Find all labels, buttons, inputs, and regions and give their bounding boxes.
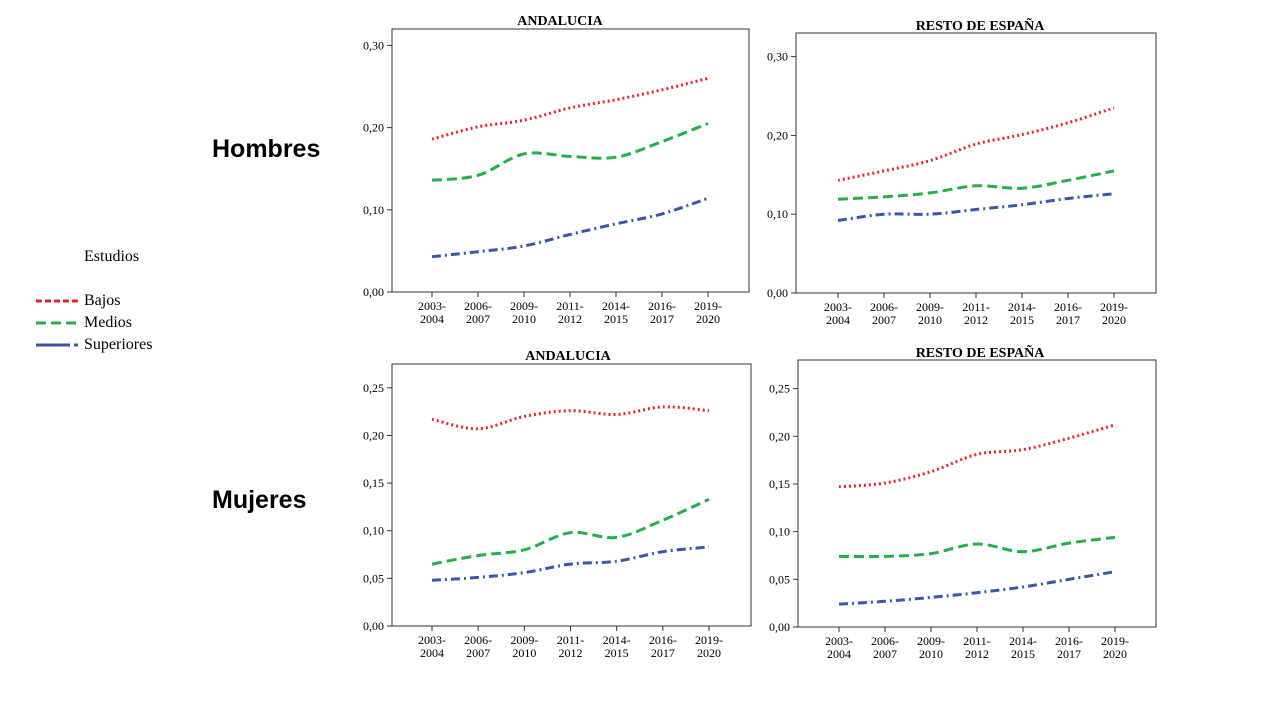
y-tick-label: 0,20 — [769, 429, 790, 443]
series-line-bajos — [431, 76, 709, 141]
x-tick-label: 2006-2007 — [464, 633, 492, 660]
series-line-medios — [837, 169, 1115, 201]
series-line-superiores — [431, 545, 710, 582]
y-tick-label: 0,00 — [769, 620, 790, 634]
chart-title: ANDALUCIA — [525, 349, 611, 364]
x-tick-label: 2011-2012 — [963, 634, 991, 661]
legend-swatch-bajos — [36, 299, 78, 303]
x-tick-label: 2016-2017 — [649, 633, 677, 660]
x-tick-label: 2009-2010 — [916, 300, 944, 327]
chart-panel-2: RESTO DE ESPAÑA 0,00 0,10 0,20 0,30 2003-2004… — [767, 16, 1157, 327]
x-tick-label: 2003-2004 — [825, 634, 853, 661]
y-tick-label: 0,10 — [769, 525, 790, 539]
x-tick-label: 2014-2015 — [602, 299, 630, 326]
x-tick-label: 2019-2020 — [1101, 634, 1129, 661]
chart-title: RESTO DE ESPAÑA — [916, 343, 1046, 361]
series-line-superiores — [838, 570, 1116, 606]
series-line-superiores — [431, 196, 709, 259]
x-tick-label: 2003-2004 — [418, 299, 446, 326]
series-line-superiores — [837, 192, 1115, 222]
series-line-bajos — [838, 423, 1116, 489]
y-tick-label: 0,10 — [767, 207, 788, 221]
series-line-medios — [431, 497, 710, 566]
y-tick-label: 0,25 — [769, 382, 790, 396]
x-tick-label: 2011-2012 — [556, 299, 584, 326]
y-tick-label: 0,05 — [769, 572, 790, 586]
x-tick-label: 2006-2007 — [464, 299, 492, 326]
x-tick-label: 2009-2010 — [917, 634, 945, 661]
legend-swatch-medios — [36, 321, 78, 325]
y-tick-label: 0,20 — [767, 128, 788, 142]
x-tick-label: 2016-2017 — [648, 299, 676, 326]
series-line-medios — [431, 122, 709, 182]
legend-swatch-superiores — [36, 343, 78, 347]
x-tick-label: 2014-2015 — [1009, 634, 1037, 661]
legend-label-superiores: Superiores — [84, 336, 153, 353]
x-tick-label: 2003-2004 — [824, 300, 852, 327]
y-tick-label: 0,00 — [363, 619, 384, 633]
chart-panel-4: RESTO DE ESPAÑA 0,00 0,05 0,10 0,15 0,20 0,25 2… — [769, 343, 1157, 661]
y-tick-label: 0,15 — [363, 476, 384, 490]
x-tick-label: 2006-2007 — [870, 300, 898, 327]
x-tick-label: 2006-2007 — [871, 634, 899, 661]
y-tick-label: 0,25 — [363, 381, 384, 395]
chart-title: ANDALUCIA — [517, 14, 603, 29]
legend-title: Estudios — [84, 248, 140, 265]
y-tick-label: 0,30 — [767, 50, 788, 64]
x-tick-label: 2011-2012 — [962, 300, 990, 327]
x-tick-label: 2019-2020 — [694, 299, 722, 326]
y-tick-label: 0,00 — [767, 286, 788, 300]
y-tick-label: 0,00 — [363, 285, 384, 299]
series-line-medios — [838, 535, 1116, 559]
plot-frame — [391, 363, 752, 627]
plot-frame — [391, 28, 750, 293]
x-tick-label: 2011-2012 — [557, 633, 585, 660]
x-tick-label: 2016-2017 — [1054, 300, 1082, 327]
x-tick-label: 2003-2004 — [418, 633, 446, 660]
series-line-bajos — [837, 106, 1115, 182]
y-tick-label: 0,20 — [363, 121, 384, 135]
x-tick-label: 2014-2015 — [1008, 300, 1036, 327]
row-label-mujeres: Mujeres — [212, 486, 307, 514]
chart-panel-1: ANDALUCIA 0,00 0,10 0,20 0,30 2003-2004 2006-2… — [363, 14, 750, 326]
y-tick-label: 0,15 — [769, 477, 790, 491]
series-line-bajos — [431, 405, 710, 431]
plot-frame — [795, 32, 1157, 294]
y-tick-label: 0,20 — [363, 428, 384, 442]
chart-panel-3: ANDALUCIA 0,00 0,05 0,10 0,15 0,20 0,25 2003-20… — [363, 349, 752, 660]
x-tick-label: 2009-2010 — [510, 633, 538, 660]
x-tick-label: 2019-2020 — [695, 633, 723, 660]
y-tick-label: 0,10 — [363, 524, 384, 538]
y-tick-label: 0,10 — [363, 203, 384, 217]
plot-frame — [797, 359, 1157, 628]
y-tick-label: 0,05 — [363, 571, 384, 585]
x-tick-label: 2009-2010 — [510, 299, 538, 326]
row-label-hombres: Hombres — [212, 135, 321, 163]
x-tick-label: 2014-2015 — [603, 633, 631, 660]
x-tick-label: 2019-2020 — [1100, 300, 1128, 327]
legend-label-medios: Medios — [84, 314, 132, 331]
x-tick-label: 2016-2017 — [1055, 634, 1083, 661]
legend-label-bajos: Bajos — [84, 292, 121, 309]
y-tick-label: 0,30 — [363, 38, 384, 52]
chart-title: RESTO DE ESPAÑA — [916, 16, 1046, 34]
